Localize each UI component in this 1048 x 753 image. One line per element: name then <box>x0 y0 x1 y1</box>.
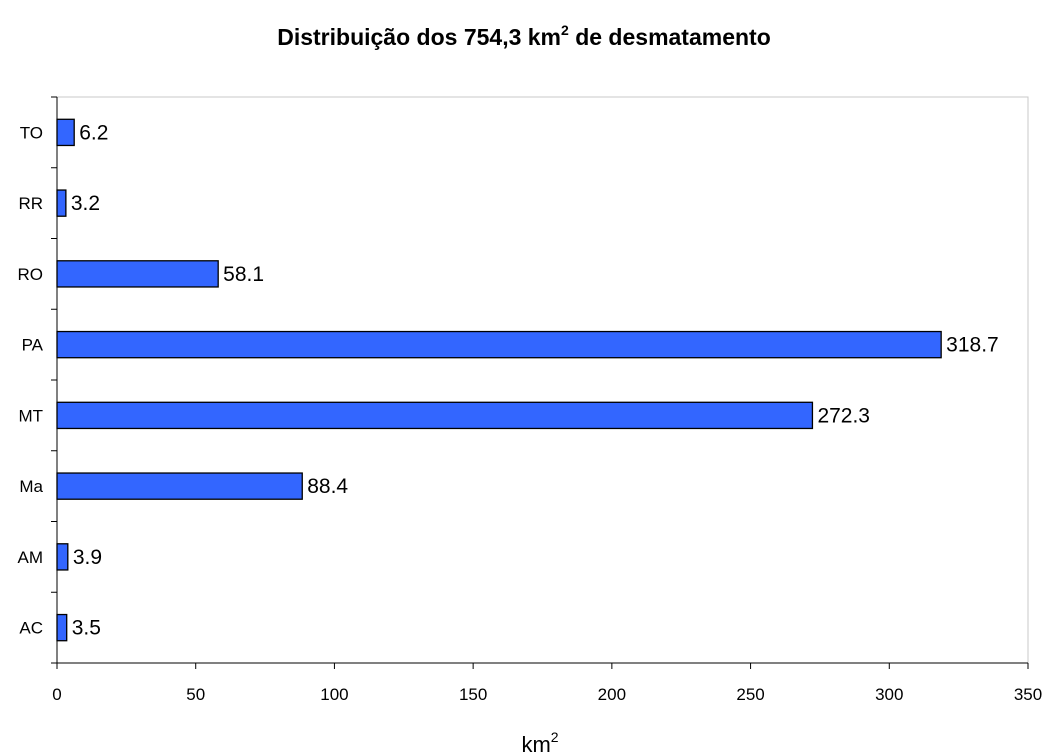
bars <box>56 118 942 642</box>
data-label: 6.2 <box>79 121 108 144</box>
category-label: MT <box>18 406 43 425</box>
category-label: RO <box>18 265 44 284</box>
x-tick-label: 300 <box>875 685 903 704</box>
data-label: 318.7 <box>946 334 999 357</box>
x-tick-label: 100 <box>320 685 348 704</box>
x-tick-label: 0 <box>52 685 61 704</box>
x-tick-label: 350 <box>1014 685 1042 704</box>
x-tick-label: 150 <box>459 685 487 704</box>
axes: 0 50 100 150 200 250 300 350 <box>51 96 1042 704</box>
data-label: 272.3 <box>817 404 870 427</box>
bar <box>56 401 814 430</box>
category-label: TO <box>20 123 43 142</box>
labels: TO 6.2 RR 3.2 RO 58.1 PA 318.7 MT 272.3 Ma 88.4 AM 3.… <box>18 121 999 639</box>
data-label: 3.9 <box>73 546 102 569</box>
x-axis-label-main: km <box>521 732 550 753</box>
bar <box>56 543 69 571</box>
bar <box>56 118 75 147</box>
x-axis-label-superscript: 2 <box>551 729 559 745</box>
plot-area <box>56 96 1029 664</box>
category-label: RR <box>18 194 43 213</box>
data-label: 58.1 <box>223 263 264 286</box>
chart-title: Distribuição dos 754,3 km2 de desmatamen… <box>277 22 771 50</box>
category-label: AC <box>19 619 43 638</box>
bar <box>56 472 303 500</box>
category-label: PA <box>22 336 44 355</box>
category-label: AM <box>18 548 44 567</box>
data-label: 3.5 <box>72 617 101 640</box>
chart-title-end: de desmatamento <box>569 24 771 50</box>
x-tick-label: 50 <box>186 685 205 704</box>
bar <box>56 189 67 217</box>
bar <box>56 330 942 359</box>
x-axis-label: km2 <box>521 729 558 753</box>
bar <box>56 613 68 642</box>
category-label: Ma <box>19 477 43 496</box>
x-tick-label: 200 <box>598 685 626 704</box>
chart-title-superscript: 2 <box>561 22 569 38</box>
data-label: 3.2 <box>71 192 100 215</box>
data-label: 88.4 <box>307 475 348 498</box>
x-tick-label: 250 <box>736 685 764 704</box>
bar <box>56 260 219 288</box>
chart-title-main: Distribuição dos 754,3 km <box>277 24 561 50</box>
